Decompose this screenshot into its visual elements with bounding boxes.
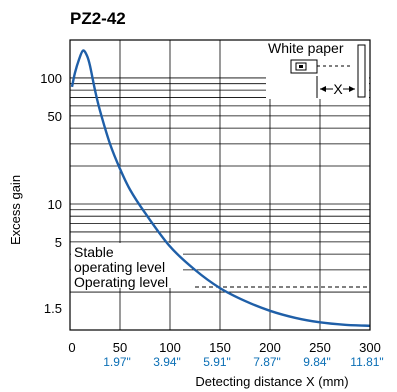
x-tick-label: 50: [113, 340, 127, 355]
x-inch-label: 5.91": [203, 355, 231, 369]
x-inch-label: 7.87": [253, 355, 281, 369]
y-tick-label: 10: [48, 197, 62, 212]
x-inch-label: 1.97": [103, 355, 131, 369]
y-axis-label: Excess gain: [8, 175, 23, 245]
y-tick-label: 100: [40, 71, 62, 86]
x-tick-label: 200: [259, 340, 281, 355]
x-marker-label: X: [333, 81, 343, 97]
arrow-right-icon: [349, 86, 355, 92]
sensor-icon: [290, 59, 318, 74]
x-tick-labels: 0 50 100 150 200 250 300 1.97" 3.94" 5.91" 7.87" 9.…: [68, 340, 383, 369]
x-tick-label: 150: [209, 340, 231, 355]
curve-layer: [70, 49, 371, 327]
operating-level-label: Operating level: [74, 274, 168, 290]
stable-label: Stable: [74, 244, 114, 260]
white-paper-icon: [357, 44, 366, 98]
x-tick-label: 300: [359, 340, 381, 355]
plot-frame: [69, 39, 371, 331]
y-tick-labels: 100 50 10 5 1.5: [40, 71, 62, 316]
sensor-diagram: White paper X: [266, 39, 369, 99]
x-inch-label: 3.94": [153, 355, 181, 369]
stable-operating-level-label: operating level: [74, 259, 165, 275]
y-tick-label: 50: [48, 109, 62, 124]
sensor-emitter-icon: [299, 65, 303, 68]
white-paper-label: White paper: [268, 40, 344, 56]
x-inch-label: 9.84": [303, 355, 331, 369]
x-tick-label: 0: [68, 340, 75, 355]
arrow-left-icon: [320, 86, 326, 92]
x-tick-label: 100: [159, 340, 181, 355]
annotation-background: [71, 243, 183, 288]
x-axis-label: Detecting distance X (mm): [195, 374, 348, 389]
x-inch-label: 11.81": [350, 355, 383, 369]
x-marker-background: [333, 81, 343, 95]
y-tick-label: 5: [55, 235, 62, 250]
excess-gain-curve: [70, 49, 371, 327]
x-tick-label: 250: [309, 340, 331, 355]
sensor-lens-icon: [295, 62, 307, 71]
chart-title: PZ2-42: [70, 9, 126, 28]
y-tick-label: 1.5: [44, 301, 62, 316]
